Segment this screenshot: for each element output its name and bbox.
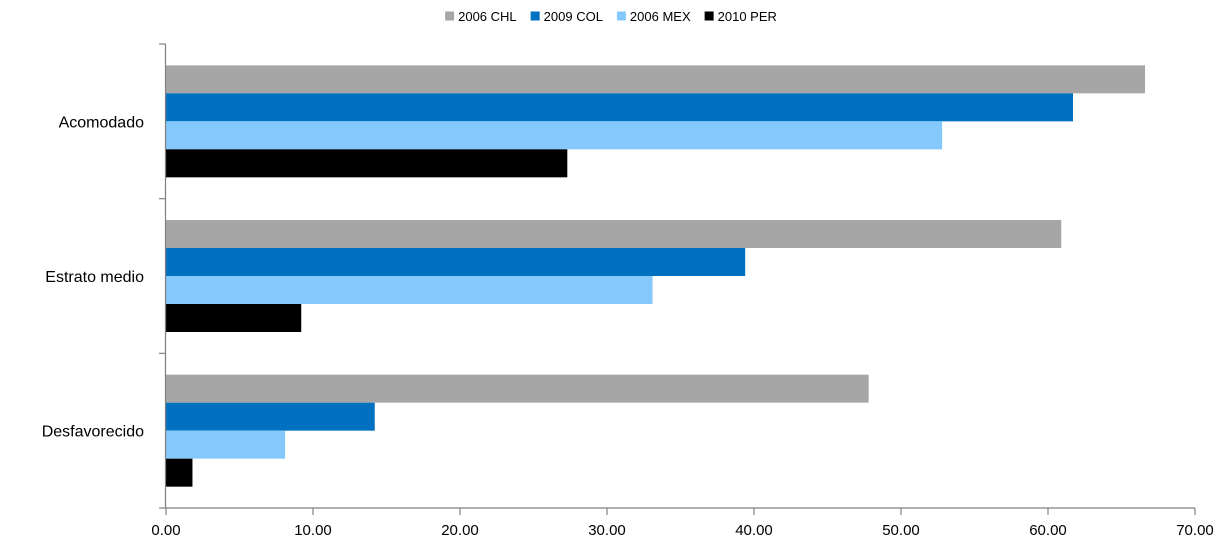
bars-group: Acomodado Estrato medio Desfavorecido	[42, 65, 1146, 487]
x-tick-label: 70.00	[1176, 522, 1214, 539]
category-label: Desfavorecido	[42, 424, 144, 441]
bar-2009-col-estrato-medio	[166, 248, 746, 276]
category-label: Estrato medio	[45, 269, 144, 286]
bar-2006-chl-desfavorecido	[166, 374, 869, 403]
bar-2010-per-desfavorecido	[166, 458, 193, 487]
legend-label: 2009 COL	[544, 9, 603, 24]
legend-swatch	[530, 11, 540, 21]
legend-swatch	[616, 11, 626, 21]
bar-2006-chl-estrato-medio	[166, 220, 1062, 248]
legend-label: 2006 MEX	[630, 9, 691, 24]
legend-label: 2006 CHL	[458, 9, 517, 24]
x-tick-label: 60.00	[1029, 522, 1067, 539]
legend: 2006 CHL 2009 COL 2006 MEX 2010 PER	[445, 9, 777, 24]
category-label: Acomodado	[59, 114, 144, 131]
bar-2009-col-desfavorecido	[166, 402, 375, 431]
x-tick-label: 50.00	[882, 522, 920, 539]
x-tick-label: 10.00	[294, 522, 332, 539]
bar-2006-chl-acomodado	[166, 65, 1146, 94]
x-tick-label: 40.00	[735, 522, 773, 539]
legend-label: 2010 PER	[718, 9, 777, 24]
bar-2006-mex-desfavorecido	[166, 430, 286, 459]
legend-swatch	[704, 11, 714, 21]
bar-2009-col-acomodado	[166, 93, 1073, 122]
bar-2006-mex-acomodado	[166, 121, 943, 150]
bar-2010-per-acomodado	[166, 149, 568, 178]
bar-2006-mex-estrato-medio	[166, 276, 653, 304]
x-tick-label: 0.00	[151, 522, 180, 539]
x-tick-label: 30.00	[588, 522, 626, 539]
legend-swatch	[445, 11, 455, 21]
axes-group: 0.00 10.00 20.00 30.00 40.00 50.00 60.00 70.00	[151, 43, 1214, 539]
bar-2010-per-estrato-medio	[166, 304, 302, 332]
x-tick-label: 20.00	[441, 522, 479, 539]
